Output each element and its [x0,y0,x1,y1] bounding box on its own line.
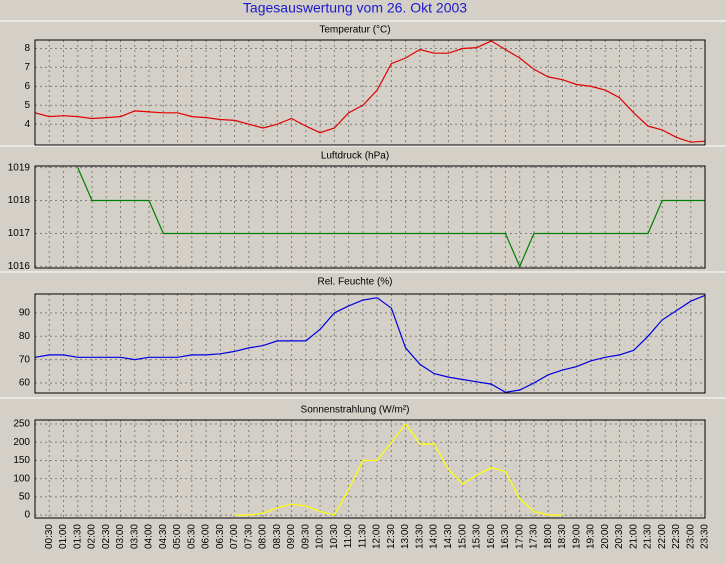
x-tick-label: 09:00 [286,524,297,549]
x-tick-label: 22:30 [671,524,682,549]
x-tick-label: 17:00 [514,524,525,549]
y-tick-label: 90 [19,308,31,319]
y-tick-label: 70 [19,354,31,365]
x-tick-label: 02:30 [101,524,112,549]
panel-title: Sonnenstrahlung (W/m²) [301,405,410,416]
x-tick-label: 08:00 [258,524,269,549]
panel-title: Luftdruck (hPa) [321,151,389,162]
x-tick-label: 15:30 [472,524,483,549]
y-tick-label: 60 [19,378,31,389]
x-tick-label: 16:00 [486,524,497,549]
y-tick-label: 0 [24,510,30,521]
x-tick-label: 12:00 [372,524,383,549]
data-line [34,294,706,393]
x-tick-label: 23:30 [700,524,711,549]
x-tick-label: 13:30 [415,524,426,549]
y-tick-label: 5 [24,100,30,111]
x-tick-label: 12:30 [386,524,397,549]
x-tick-label: 03:30 [129,524,140,549]
x-tick-label: 16:30 [500,524,511,549]
x-tick-label: 19:30 [586,524,597,549]
x-tick-label: 06:00 [201,524,212,549]
y-tick-label: 1018 [8,195,31,206]
x-tick-label: 01:30 [72,524,83,549]
x-tick-label: 04:30 [158,524,169,549]
x-tick-label: 21:00 [628,524,639,549]
x-tick-label: 11:30 [358,524,369,549]
y-tick-label: 8 [24,43,30,54]
y-tick-label: 7 [24,62,30,73]
x-tick-label: 14:00 [429,524,440,549]
x-tick-label: 18:30 [557,524,568,549]
x-tick-label: 06:30 [215,524,226,549]
x-tick-label: 11:00 [343,524,354,549]
page-title: Tagesauswertung vom 26. Okt 2003 [243,0,467,16]
x-tick-label: 02:00 [87,524,98,549]
y-tick-label: 80 [19,331,31,342]
x-tick-label: 05:30 [186,524,197,549]
data-line [234,422,563,516]
plot-frame [34,39,706,146]
plot-frame [34,293,706,394]
x-tick-label: 13:00 [400,524,411,549]
x-tick-label: 01:00 [58,524,69,549]
x-tick-label: 09:30 [301,524,312,549]
panel-title: Rel. Feuchte (%) [317,277,392,288]
x-tick-label: 03:00 [115,524,126,549]
y-tick-label: 250 [13,419,30,430]
y-tick-label: 1016 [8,261,31,272]
plot-frame [34,419,706,519]
y-tick-label: 100 [13,473,30,484]
x-tick-label: 14:30 [443,524,454,549]
data-line [34,40,706,143]
x-tick-label: 17:30 [529,524,540,549]
x-tick-label: 20:00 [600,524,611,549]
y-tick-label: 4 [24,119,30,130]
x-tick-label: 04:00 [144,524,155,549]
y-tick-label: 150 [13,455,30,466]
x-tick-label: 21:30 [643,524,654,549]
y-tick-label: 6 [24,81,30,92]
x-tick-label: 07:00 [229,524,240,549]
y-tick-label: 50 [19,492,31,503]
x-tick-label: 18:00 [543,524,554,549]
y-tick-label: 200 [13,437,30,448]
x-tick-label: 22:00 [657,524,668,549]
x-tick-label: 20:30 [614,524,625,549]
x-tick-label: 10:30 [329,524,340,549]
x-tick-label: 07:30 [243,524,254,549]
y-tick-label: 1019 [8,162,31,173]
x-tick-label: 08:30 [272,524,283,549]
x-tick-label: 19:00 [571,524,582,549]
x-tick-label: 15:00 [457,524,468,549]
x-tick-label: 00:30 [44,524,55,549]
x-tick-label: 10:00 [315,524,326,549]
x-tick-label: 05:00 [172,524,183,549]
data-line [77,167,705,268]
y-tick-label: 1017 [8,228,31,239]
panel-title: Temperatur (°C) [319,25,390,36]
plot-frame [34,165,706,269]
x-tick-label: 23:00 [685,524,696,549]
